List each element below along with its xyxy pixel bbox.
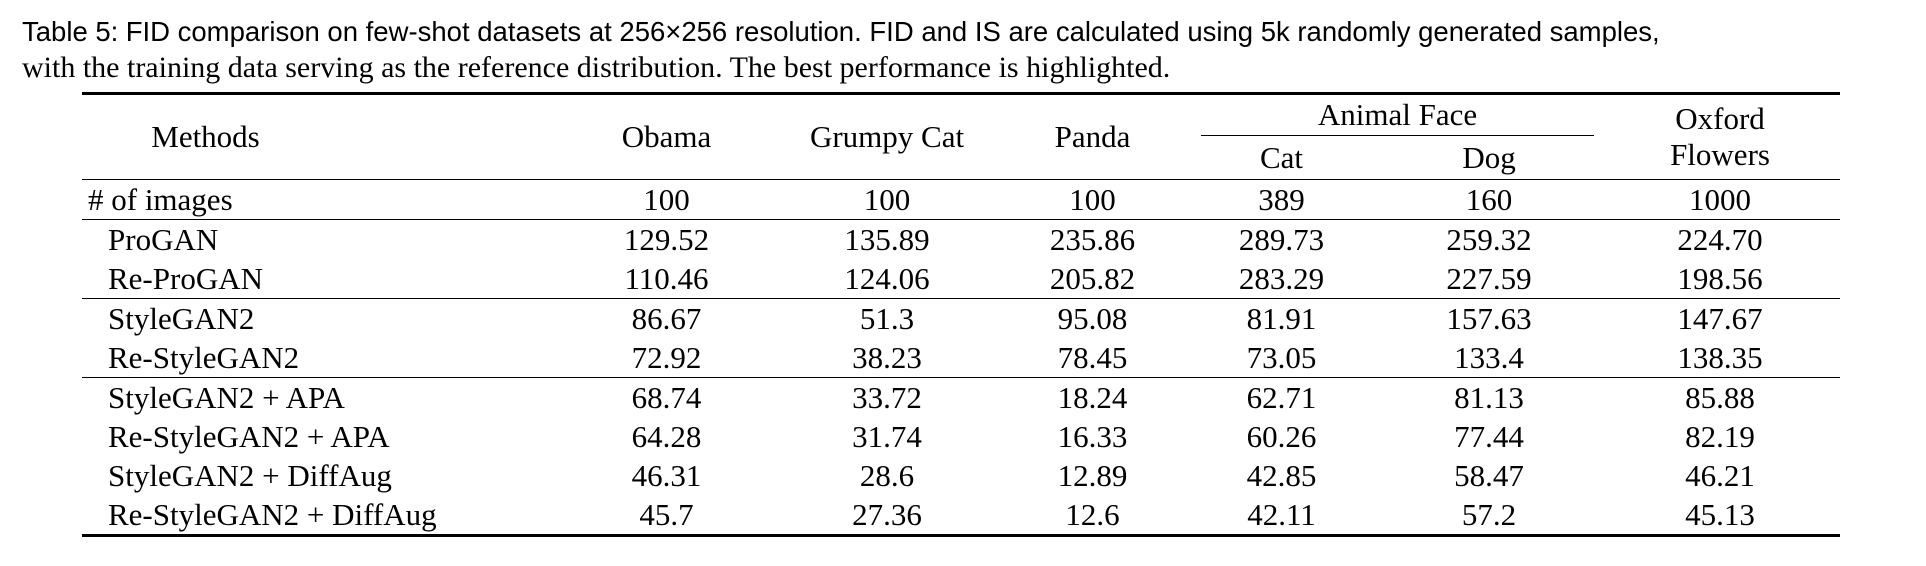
header-oxford-flowers: Oxford Flowers bbox=[1600, 92, 1841, 180]
header-grumpy-cat: Grumpy Cat bbox=[774, 92, 1000, 180]
value-cell: 46.21 bbox=[1685, 458, 1755, 493]
header-oxford-line2: Flowers bbox=[1670, 137, 1770, 172]
header-row-1: Methods Obama Grumpy Cat Panda Animal Fa… bbox=[82, 92, 1841, 180]
table-row: StyleGAN2 + APA 68.74 33.72 18.24 62.71 … bbox=[82, 377, 1841, 417]
value-cell: 129.52 bbox=[559, 219, 774, 259]
value-cell: 259.32 bbox=[1378, 219, 1601, 259]
num-images-obama: 100 bbox=[559, 179, 774, 220]
best-value-cell: 42.11 bbox=[1185, 495, 1378, 537]
value-cell: 62.71 bbox=[1185, 377, 1378, 417]
header-obama: Obama bbox=[559, 92, 774, 180]
best-value-cell: 227.59 bbox=[1446, 261, 1532, 296]
best-value-cell: 110.46 bbox=[624, 261, 709, 296]
best-value-cell: 45.13 bbox=[1600, 495, 1841, 537]
value-cell: 81.91 bbox=[1185, 298, 1378, 338]
value-cell: 42.85 bbox=[1246, 458, 1317, 493]
best-value-cell: 45.7 bbox=[559, 495, 774, 537]
best-value-cell: 124.06 bbox=[844, 261, 930, 296]
num-images-oxford: 1000 bbox=[1600, 179, 1841, 220]
best-value-cell: 72.92 bbox=[631, 340, 702, 375]
header-cat: Cat bbox=[1259, 140, 1304, 175]
table-row: StyleGAN2 86.67 51.3 95.08 81.91 157.63 … bbox=[82, 298, 1841, 338]
method-name: Re-ProGAN bbox=[108, 261, 263, 296]
value-cell: 68.74 bbox=[559, 377, 774, 417]
value-cell: 46.31 bbox=[631, 458, 702, 493]
header-methods: Methods bbox=[82, 92, 559, 180]
num-images-label: # of images bbox=[82, 179, 559, 220]
best-value-cell: 31.74 bbox=[852, 419, 922, 454]
caption-text-line1: FID comparison on few-shot datasets at 2… bbox=[125, 16, 1660, 47]
best-value-cell: 205.82 bbox=[1049, 261, 1136, 296]
num-images-panda: 100 bbox=[1000, 179, 1185, 220]
value-cell: 12.89 bbox=[1057, 458, 1128, 493]
table-row: Re-ProGAN 110.46 124.06 205.82 283.29 22… bbox=[82, 259, 1840, 299]
best-value-cell: 133.4 bbox=[1454, 340, 1524, 375]
value-cell: 51.3 bbox=[774, 298, 1000, 338]
num-images-cat: 389 bbox=[1185, 179, 1378, 220]
value-cell: 18.24 bbox=[1000, 377, 1185, 417]
method-name: ProGAN bbox=[82, 219, 559, 259]
table-row: Re-StyleGAN2 + DiffAug 45.7 27.36 12.6 4… bbox=[82, 495, 1841, 537]
method-name: StyleGAN2 + APA bbox=[82, 377, 559, 417]
table-row: Re-StyleGAN2 72.92 38.23 78.45 73.05 133… bbox=[82, 338, 1840, 378]
method-name: Re-StyleGAN2 bbox=[108, 340, 300, 375]
best-value-cell: 77.44 bbox=[1454, 419, 1524, 454]
caption-text-line2: with the training data serving as the re… bbox=[22, 51, 1171, 84]
header-oxford-line1: Oxford bbox=[1675, 101, 1765, 136]
value-cell: 235.86 bbox=[1000, 219, 1185, 259]
value-cell: 58.47 bbox=[1454, 458, 1524, 493]
best-value-cell: 73.05 bbox=[1246, 340, 1317, 375]
table-row: Re-StyleGAN2 + APA 64.28 31.74 16.33 60.… bbox=[82, 417, 1840, 456]
table-caption: Table 5: FID comparison on few-shot data… bbox=[22, 14, 1917, 86]
table-row: ProGAN 129.52 135.89 235.86 289.73 259.3… bbox=[82, 219, 1841, 259]
best-value-cell: 57.2 bbox=[1378, 495, 1601, 537]
num-images-dog: 160 bbox=[1378, 179, 1601, 220]
header-animal-face-group: Animal Face bbox=[1185, 92, 1601, 137]
header-panda: Panda bbox=[1000, 92, 1185, 180]
num-images-grumpy-cat: 100 bbox=[774, 179, 1000, 220]
results-table: Methods Obama Grumpy Cat Panda Animal Fa… bbox=[82, 92, 1841, 537]
value-cell: 86.67 bbox=[559, 298, 774, 338]
value-cell: 81.13 bbox=[1378, 377, 1601, 417]
method-name: Re-StyleGAN2 + APA bbox=[108, 419, 390, 454]
best-value-cell: 198.56 bbox=[1677, 261, 1763, 296]
value-cell: 33.72 bbox=[774, 377, 1000, 417]
header-dog: Dog bbox=[1462, 140, 1516, 175]
best-value-cell: 38.23 bbox=[852, 340, 922, 375]
best-value-cell: 16.33 bbox=[1057, 419, 1128, 454]
header-animal-face: Animal Face bbox=[1201, 97, 1595, 136]
value-cell: 85.88 bbox=[1600, 377, 1841, 417]
method-name: StyleGAN2 bbox=[82, 298, 559, 338]
value-cell: 157.63 bbox=[1378, 298, 1601, 338]
value-cell: 135.89 bbox=[774, 219, 1000, 259]
best-value-cell: 138.35 bbox=[1677, 340, 1763, 375]
value-cell: 289.73 bbox=[1185, 219, 1378, 259]
best-value-cell: 78.45 bbox=[1057, 340, 1128, 375]
value-cell: 224.70 bbox=[1600, 219, 1841, 259]
value-cell: 28.6 bbox=[859, 458, 915, 493]
value-cell: 95.08 bbox=[1000, 298, 1185, 338]
num-images-row: # of images 100 100 100 389 160 1000 bbox=[82, 179, 1841, 220]
best-value-cell: 82.19 bbox=[1685, 419, 1755, 454]
method-name: StyleGAN2 + DiffAug bbox=[108, 458, 392, 493]
header-row-2: Cat Dog bbox=[82, 137, 1840, 180]
value-cell: 147.67 bbox=[1600, 298, 1841, 338]
best-value-cell: 12.6 bbox=[1000, 495, 1185, 537]
best-value-cell: 60.26 bbox=[1246, 419, 1317, 454]
table-row: StyleGAN2 + DiffAug 46.31 28.6 12.89 42.… bbox=[82, 456, 1840, 495]
best-value-cell: 27.36 bbox=[774, 495, 1000, 537]
best-value-cell: 64.28 bbox=[631, 419, 702, 454]
caption-label: Table 5: bbox=[22, 16, 119, 47]
method-name: Re-StyleGAN2 + DiffAug bbox=[82, 495, 559, 537]
best-value-cell: 283.29 bbox=[1238, 261, 1325, 296]
